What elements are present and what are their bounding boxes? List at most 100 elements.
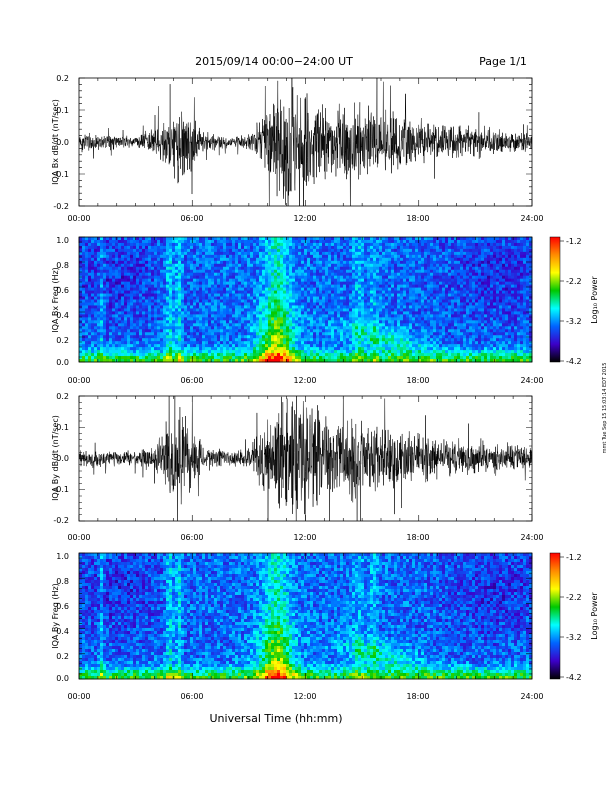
spectrogram-cell xyxy=(220,311,224,315)
spectrogram-cell xyxy=(136,353,140,357)
spectrogram-cell xyxy=(301,278,305,283)
spectrogram-cell xyxy=(88,299,92,303)
spectrogram-cell xyxy=(232,326,236,330)
spectrogram-cell xyxy=(265,359,269,363)
spectrogram-cell xyxy=(121,302,125,306)
spectrogram-cell xyxy=(265,284,269,288)
spectrogram-cell xyxy=(91,317,95,321)
spectrogram-cell xyxy=(199,284,203,288)
spectrogram-cell xyxy=(82,314,86,318)
spectrogram-cell xyxy=(391,353,395,357)
spectrogram-cell xyxy=(109,299,113,303)
spectrogram-cell xyxy=(79,296,83,300)
spectrogram-cell xyxy=(217,260,221,265)
spectrogram-cell xyxy=(370,239,374,244)
spectrogram-cell xyxy=(226,335,230,339)
spectrogram-cell xyxy=(181,311,185,315)
spectrogram-cell xyxy=(421,302,425,306)
spectrogram-cell xyxy=(250,338,254,342)
spectrogram-cell xyxy=(175,347,179,351)
spectrogram-cell xyxy=(274,332,278,336)
spectrogram-cell xyxy=(307,338,311,342)
spectrogram-cell xyxy=(358,308,362,312)
spectrogram-cell xyxy=(349,359,353,363)
spectrogram-cell xyxy=(181,290,185,294)
spectrogram-cell xyxy=(190,323,194,327)
spectrogram-cell xyxy=(100,284,104,288)
spectrogram-cell xyxy=(301,242,305,247)
spectrogram-cell xyxy=(91,260,95,265)
spectrogram-cell xyxy=(403,353,407,357)
spectrogram-cell xyxy=(232,275,236,280)
spectrogram-cell xyxy=(259,347,263,351)
spectrogram-cell xyxy=(400,302,404,306)
spectrogram-cell xyxy=(238,269,242,274)
spectrogram-cell xyxy=(421,320,425,324)
spectrogram-cell xyxy=(412,335,416,339)
spectrogram-cell xyxy=(397,311,401,315)
spectrogram-cell xyxy=(160,290,164,294)
spectrogram-cell xyxy=(361,317,365,321)
spectrogram-cell xyxy=(136,320,140,324)
spectrogram-cell xyxy=(370,251,374,256)
spectrogram-cell xyxy=(313,296,317,300)
spectrogram-cell xyxy=(373,299,377,303)
spectrogram-cell xyxy=(376,245,380,250)
spectrogram-cell xyxy=(319,356,323,360)
spectrogram-cell xyxy=(274,293,278,297)
spectrogram-cell xyxy=(313,242,317,247)
spectrogram-cell xyxy=(166,272,170,277)
spectrogram-cell xyxy=(370,269,374,274)
spectrogram-cell xyxy=(97,329,101,333)
spectrogram-cell xyxy=(253,329,257,333)
spectrogram-cell xyxy=(415,320,419,324)
spectrogram-cell xyxy=(214,323,218,327)
spectrogram-cell xyxy=(316,299,320,303)
spectrogram-cell xyxy=(346,344,350,348)
spectrogram-cell xyxy=(112,281,116,286)
spectrogram-cell xyxy=(130,269,134,274)
spectrogram-cell xyxy=(214,308,218,312)
spectrogram-cell xyxy=(421,359,425,363)
spectrogram-cell xyxy=(415,299,419,303)
spectrogram-cell xyxy=(292,347,296,351)
spectrogram-cell xyxy=(133,320,137,324)
spectrogram-cell xyxy=(169,266,173,271)
spectrogram-cell xyxy=(388,317,392,321)
spectrogram-cell xyxy=(391,278,395,283)
spectrogram-cell xyxy=(250,350,254,354)
spectrogram-cell xyxy=(235,263,239,268)
spectrogram-cell xyxy=(382,347,386,351)
spectrogram-cell xyxy=(406,275,410,280)
spectrogram-cell xyxy=(325,275,329,280)
spectrogram-cell xyxy=(133,293,137,297)
spectrogram-cell xyxy=(118,281,122,286)
spectrogram-cell xyxy=(262,359,266,363)
spectrogram-cell xyxy=(415,260,419,265)
spectrogram-cell xyxy=(373,320,377,324)
spectrogram-cell xyxy=(259,251,263,256)
spectrogram-cell xyxy=(352,332,356,336)
spectrogram-cell xyxy=(145,278,149,283)
spectrogram-cell xyxy=(247,245,251,250)
spectrogram-cell xyxy=(295,329,299,333)
spectrogram-cell xyxy=(91,347,95,351)
spectrogram-cell xyxy=(256,239,260,244)
spectrogram-cell xyxy=(202,278,206,283)
spectrogram-cell xyxy=(157,263,161,268)
spectrogram-cell xyxy=(205,263,209,268)
spectrogram-cell xyxy=(418,317,422,321)
spectrogram-cell xyxy=(391,299,395,303)
spectrogram-cell xyxy=(133,245,137,250)
spectrogram-cell xyxy=(283,269,287,274)
spectrogram-cell xyxy=(127,356,131,360)
spectrogram-cell xyxy=(139,323,143,327)
spectrogram-cell xyxy=(385,237,389,241)
spectrogram-cell xyxy=(352,263,356,268)
spectrogram-cell xyxy=(286,332,290,336)
spectrogram-cell xyxy=(286,347,290,351)
spectrogram-cell xyxy=(193,242,197,247)
spectrogram-cell xyxy=(127,260,131,265)
spectrogram-cell xyxy=(433,248,437,253)
spectrogram-cell xyxy=(250,239,254,244)
